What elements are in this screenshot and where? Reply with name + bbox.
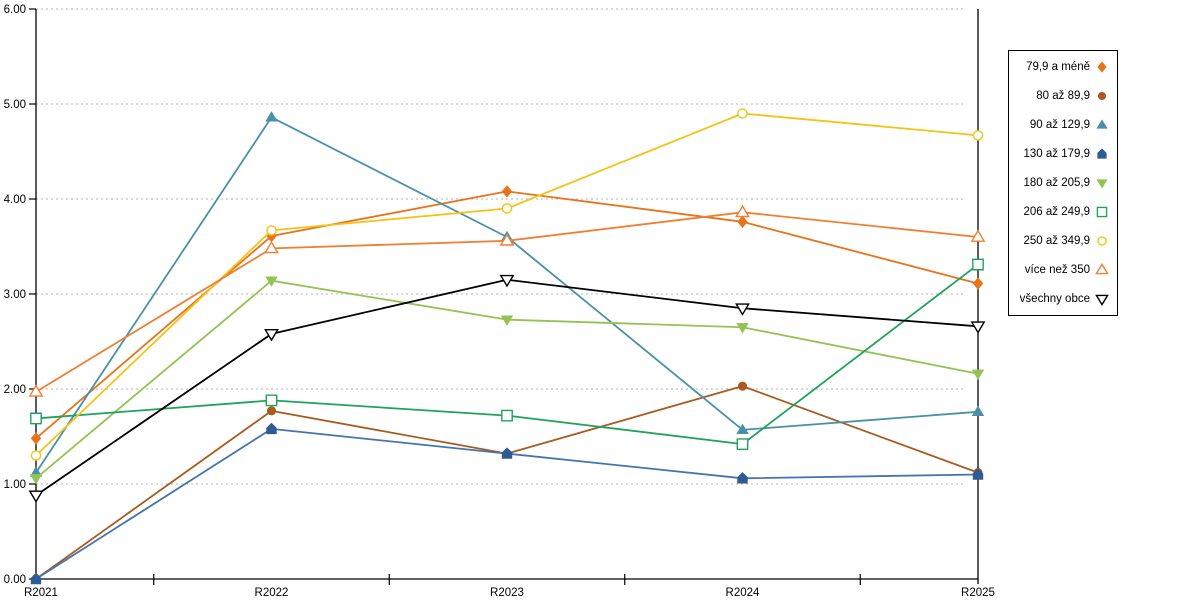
legend-item: 180 až 205,9	[1013, 176, 1109, 190]
legend-item: více než 350	[1013, 263, 1109, 277]
pentagon-marker-icon	[737, 472, 748, 484]
pentagon-marker-icon	[30, 572, 42, 585]
triangle-up-marker-icon	[265, 111, 278, 122]
open-triangle-up-marker-icon	[970, 229, 986, 242]
legend-marker	[1096, 179, 1108, 189]
legend-item: 130 až 179,9	[1013, 147, 1109, 161]
open-square-marker-icon	[501, 409, 513, 422]
y-tick-label: 5.00	[4, 99, 26, 111]
open-square-marker-icon	[736, 438, 749, 450]
legend-marker	[1097, 236, 1107, 246]
open-triangle-up-marker-icon	[264, 240, 279, 254]
open-triangle-down-marker-icon	[970, 321, 986, 334]
legend-label: 180 až 205,9	[1023, 176, 1090, 189]
legend-label: 206 až 249,9	[1023, 205, 1090, 218]
triangle-down-marker-icon	[736, 323, 749, 334]
y-tick-label: 4.00	[4, 194, 26, 206]
legend-item: 206 až 249,9	[1013, 205, 1109, 219]
legend-marker	[1097, 61, 1107, 73]
triangle-down-marker-icon	[1096, 179, 1108, 189]
x-tick-label: R2022	[255, 587, 289, 599]
circle-marker-icon	[1097, 91, 1107, 101]
open-circle-marker-icon	[1097, 236, 1107, 246]
open-triangle-down-marker-icon	[264, 329, 279, 342]
open-triangle-up-marker-icon	[28, 384, 44, 397]
diamond-marker-icon	[501, 185, 513, 198]
diamond-marker-icon	[972, 277, 984, 290]
legend-label: 80 až 89,9	[1036, 89, 1090, 102]
diamond-marker-icon	[737, 215, 748, 228]
legend-label: 90 až 129,9	[1029, 118, 1090, 131]
open-circle-marker-icon	[30, 450, 42, 461]
legend-item: 90 až 129,9	[1013, 118, 1109, 132]
legend-marker	[1095, 263, 1109, 275]
legend-marker	[1096, 206, 1108, 218]
open-circle-marker-icon	[266, 225, 277, 236]
pentagon-marker-icon	[501, 447, 513, 459]
open-circle-marker-icon	[737, 108, 748, 119]
open-square-marker-icon	[30, 412, 42, 425]
circle-marker-icon	[266, 406, 277, 416]
triangle-down-marker-icon	[29, 474, 43, 485]
y-tick-label: 3.00	[4, 289, 26, 301]
legend-item: 79,9 a méně	[1013, 60, 1109, 74]
legend-label: 250 až 349,9	[1023, 234, 1090, 247]
legend-label: více než 350	[1024, 263, 1090, 276]
legend-label: 79,9 a méně	[1026, 60, 1090, 73]
triangle-down-marker-icon	[265, 276, 278, 287]
pentagon-marker-icon	[1097, 148, 1107, 159]
open-circle-marker-icon	[972, 130, 984, 141]
y-tick-label: 6.00	[4, 4, 26, 16]
legend-marker	[1095, 294, 1109, 306]
open-square-marker-icon	[1096, 206, 1108, 218]
open-triangle-up-marker-icon	[735, 204, 750, 218]
open-triangle-up-marker-icon	[499, 233, 515, 246]
y-tick-label: 1.00	[4, 479, 26, 491]
open-triangle-up-marker-icon	[1095, 263, 1109, 275]
legend-label: 130 až 179,9	[1023, 147, 1090, 160]
open-triangle-down-marker-icon	[735, 303, 750, 316]
y-tick-label: 2.00	[4, 384, 26, 396]
x-tick-label: R2025	[961, 587, 995, 599]
chart-legend: 79,9 a méně 80 až 89,9 90 až 129,9 130 až 1…	[1008, 50, 1118, 316]
legend-marker	[1096, 119, 1108, 129]
legend-marker	[1097, 148, 1107, 159]
legend-label: všechny obce	[1019, 292, 1090, 305]
x-tick-label: R2024	[726, 587, 760, 599]
diamond-marker-icon	[30, 432, 42, 445]
triangle-down-marker-icon	[971, 369, 985, 380]
x-tick-label: R2021	[24, 587, 58, 599]
pentagon-marker-icon	[972, 468, 984, 480]
triangle-up-marker-icon	[736, 423, 749, 435]
open-square-marker-icon	[265, 394, 278, 407]
pentagon-marker-icon	[266, 422, 277, 435]
triangle-down-marker-icon	[500, 315, 514, 326]
circle-marker-icon	[737, 381, 748, 391]
x-tick-label: R2023	[490, 587, 524, 599]
legend-item: 250 až 349,9	[1013, 234, 1109, 248]
triangle-up-marker-icon	[971, 405, 985, 416]
triangle-up-marker-icon	[1096, 119, 1108, 129]
open-square-marker-icon	[972, 258, 984, 271]
diamond-marker-icon	[1097, 61, 1107, 73]
legend-item: 80 až 89,9	[1013, 89, 1109, 103]
open-circle-marker-icon	[501, 203, 513, 214]
open-triangle-down-marker-icon	[28, 490, 44, 503]
open-triangle-down-marker-icon	[499, 274, 515, 288]
legend-marker	[1097, 91, 1107, 101]
y-tick-label: 0.00	[4, 574, 26, 586]
legend-item: všechny obce	[1013, 292, 1109, 306]
series-line	[35, 278, 979, 497]
open-triangle-down-marker-icon	[1095, 294, 1109, 306]
